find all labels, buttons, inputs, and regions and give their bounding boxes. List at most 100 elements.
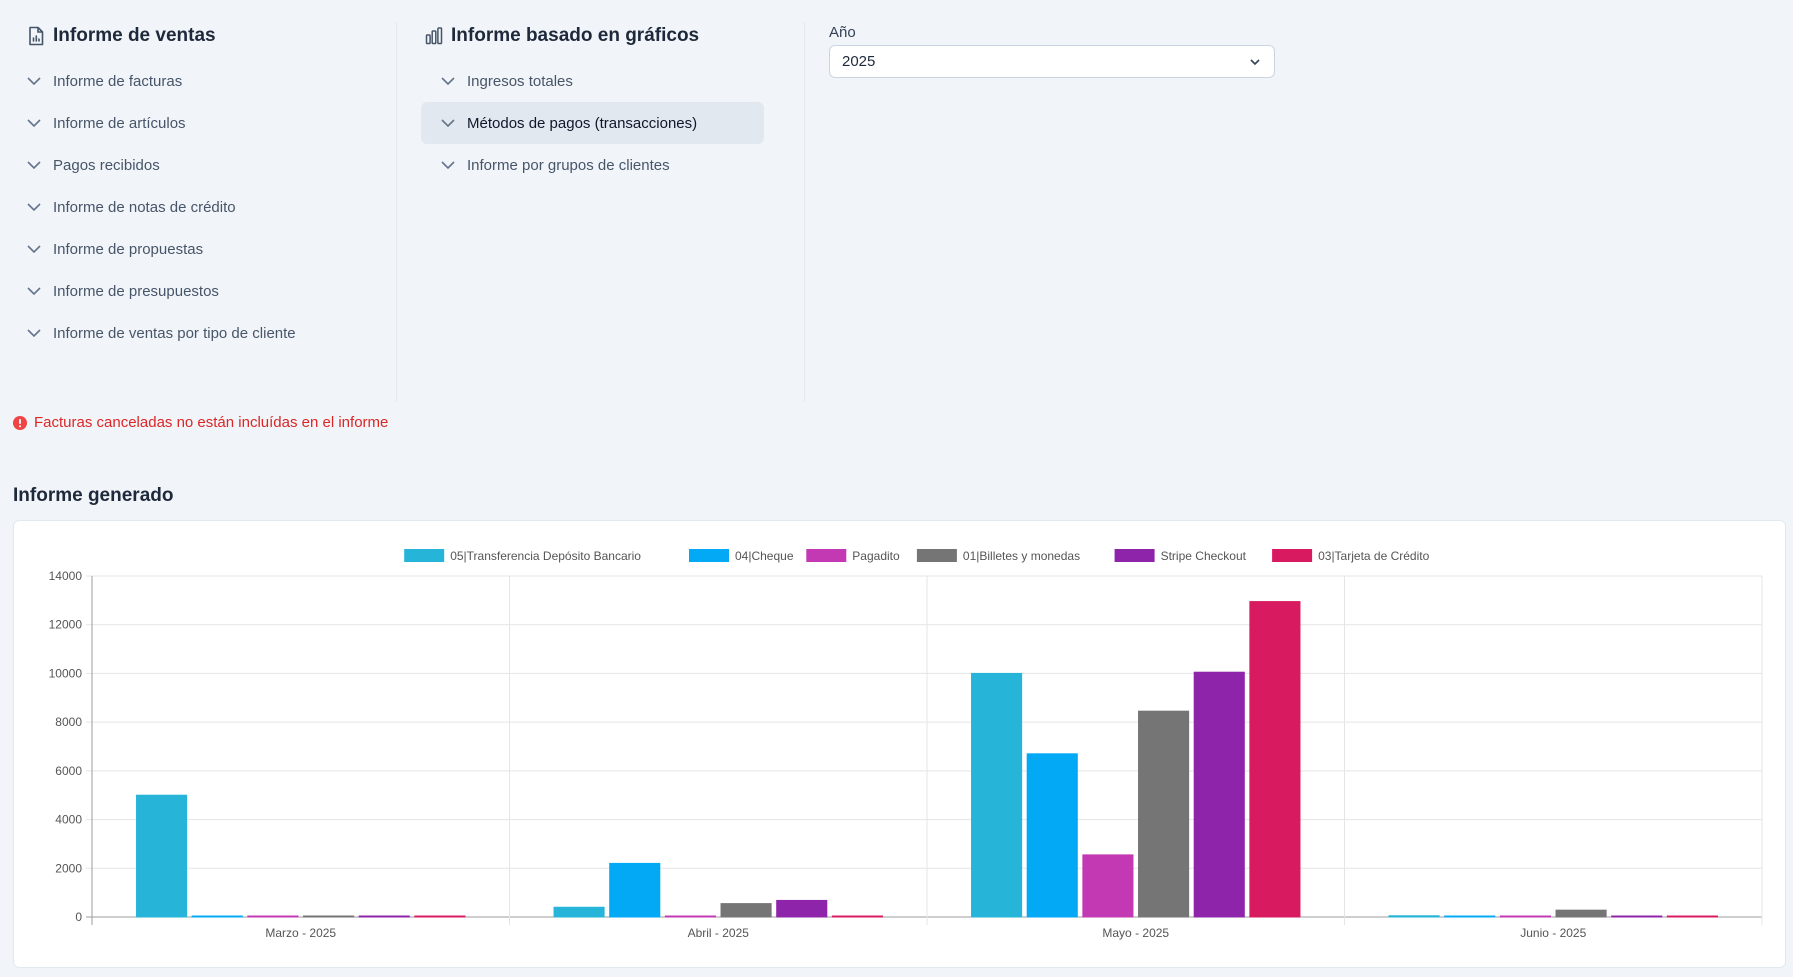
y-tick-label: 12000: [49, 618, 83, 632]
column-divider: [396, 22, 397, 402]
chart-report-item-label: Métodos de pagos (transacciones): [467, 114, 698, 132]
legend-label: Pagadito: [852, 549, 900, 563]
chart-bar: [776, 899, 828, 918]
sales-report-item-label: Pagos recibidos: [53, 156, 160, 174]
chevron-down-icon: [27, 287, 41, 296]
cancelled-invoices-warning: Facturas canceladas no están incluídas e…: [13, 414, 388, 431]
legend-label: 03|Tarjeta de Crédito: [1318, 549, 1430, 563]
legend-label: Stripe Checkout: [1161, 549, 1247, 563]
chevron-down-icon: [27, 77, 41, 86]
chart-bar: [1611, 915, 1663, 918]
legend-label: 04|Cheque: [735, 549, 794, 563]
chart-bar: [1555, 909, 1607, 918]
chevron-down-icon: [27, 203, 41, 212]
y-tick-label: 0: [75, 910, 82, 924]
chevron-down-icon: [441, 161, 455, 170]
sales-reports-list: Informe de facturas Informe de artículos…: [27, 60, 387, 354]
sales-report-item-label: Informe de presupuestos: [53, 282, 219, 300]
sales-report-item-propuestas[interactable]: Informe de propuestas: [0, 228, 387, 270]
sales-reports-column: Informe de ventas Informe de facturas In…: [27, 22, 387, 354]
sales-report-item-notas-credito[interactable]: Informe de notas de crédito: [0, 186, 387, 228]
alert-circle-icon: [13, 415, 27, 430]
legend-swatch: [806, 549, 847, 562]
year-select[interactable]: 2025: [829, 45, 1275, 78]
sales-report-item-presupuestos[interactable]: Informe de presupuestos: [0, 270, 387, 312]
sales-report-item-label: Informe de notas de crédito: [53, 198, 236, 216]
chart-report-item-label: Informe por grupos de clientes: [467, 156, 670, 174]
sales-report-item-label: Informe de ventas por tipo de cliente: [53, 324, 296, 342]
chevron-down-icon: [441, 119, 455, 128]
chart-reports-title: Informe basado en gráficos: [425, 22, 765, 50]
chart-bar: [1026, 753, 1078, 918]
chevron-down-icon: [27, 245, 41, 254]
chevron-down-icon: [1250, 58, 1260, 65]
sales-report-item-pagos[interactable]: Pagos recibidos: [0, 144, 387, 186]
chevron-down-icon: [27, 119, 41, 128]
chart-bar: [414, 915, 466, 918]
legend-swatch: [1114, 549, 1155, 562]
sales-report-item-facturas[interactable]: Informe de facturas: [0, 60, 387, 102]
chart-bar: [1666, 915, 1718, 918]
warning-text: Facturas canceladas no están incluídas e…: [34, 414, 389, 431]
sales-report-item-label: Informe de facturas: [53, 72, 183, 90]
payment-methods-chart: 0 2000 4000 6000 8000 10000 12000 14000 Marzo - …: [49, 549, 1763, 940]
x-tick-label: Marzo - 2025: [265, 926, 336, 940]
chart-reports-title-text: Informe basado en gráficos: [451, 25, 700, 46]
chart-panel: 0 2000 4000 6000 8000 10000 12000 14000 Marzo - …: [13, 520, 1786, 968]
legend-swatch: [916, 549, 957, 562]
sales-reports-title: Informe de ventas: [27, 22, 387, 50]
y-tick-label: 4000: [55, 813, 82, 827]
sales-report-item-tipo-cliente[interactable]: Informe de ventas por tipo de cliente: [0, 312, 387, 354]
chart-bar: [1388, 915, 1440, 918]
chart-bar: [831, 915, 883, 918]
chart-bar: [720, 903, 772, 918]
chart-bar: [1499, 915, 1551, 918]
chart-report-item-grupos-clientes[interactable]: Informe por grupos de clientes: [421, 144, 764, 186]
chart-reports-list: Ingresos totales Métodos de pagos (trans…: [421, 60, 764, 186]
chart-bar: [303, 915, 355, 918]
chart-bar: [609, 862, 661, 918]
legend-label: 05|Transferencia Depósito Bancario: [450, 549, 641, 563]
bar-chart-icon: [425, 27, 443, 45]
y-tick-label: 8000: [55, 715, 82, 729]
chart-bar: [1193, 671, 1245, 918]
chevron-down-icon: [27, 161, 41, 170]
chart-bar: [1138, 710, 1190, 918]
sales-report-item-label: Informe de artículos: [53, 114, 186, 132]
y-tick-label: 14000: [49, 569, 83, 583]
year-select-value: 2025: [842, 53, 876, 70]
chart-bar: [971, 672, 1023, 918]
y-tick-label: 10000: [49, 666, 83, 680]
x-tick-label: Junio - 2025: [1520, 926, 1586, 940]
chart-bar: [247, 915, 299, 918]
chart-report-item-label: Ingresos totales: [467, 72, 573, 90]
chart-bar: [358, 915, 410, 918]
chart-bar: [1444, 915, 1496, 918]
y-tick-label: 6000: [55, 764, 82, 778]
chart-bar: [136, 794, 188, 918]
legend-swatch: [689, 549, 729, 562]
document-chart-icon: [29, 26, 44, 46]
chart-bar: [553, 906, 605, 918]
chevron-down-icon: [441, 77, 455, 86]
column-divider: [804, 22, 805, 402]
year-label: Año: [829, 24, 856, 41]
sales-report-item-articulos[interactable]: Informe de artículos: [0, 102, 387, 144]
sales-reports-title-text: Informe de ventas: [53, 25, 216, 46]
report-title: Informe generado: [13, 485, 174, 506]
chart-reports-column: Informe basado en gráficos Ingresos tota…: [421, 22, 765, 186]
chart-report-item-metodos-pago[interactable]: Métodos de pagos (transacciones): [421, 102, 764, 144]
chart-bar: [664, 915, 716, 918]
legend-swatch: [404, 549, 445, 562]
chart-report-item-ingresos[interactable]: Ingresos totales: [421, 60, 764, 102]
x-tick-label: Abril - 2025: [688, 926, 750, 940]
chevron-down-icon: [27, 329, 41, 338]
chart-bar: [191, 915, 243, 918]
legend-swatch: [1272, 549, 1313, 562]
y-tick-label: 2000: [55, 861, 82, 875]
chart-bar: [1249, 601, 1301, 918]
sales-report-item-label: Informe de propuestas: [53, 240, 204, 258]
x-tick-label: Mayo - 2025: [1102, 926, 1169, 940]
chart-bar: [1082, 854, 1134, 918]
legend-label: 01|Billetes y monedas: [963, 549, 1080, 563]
